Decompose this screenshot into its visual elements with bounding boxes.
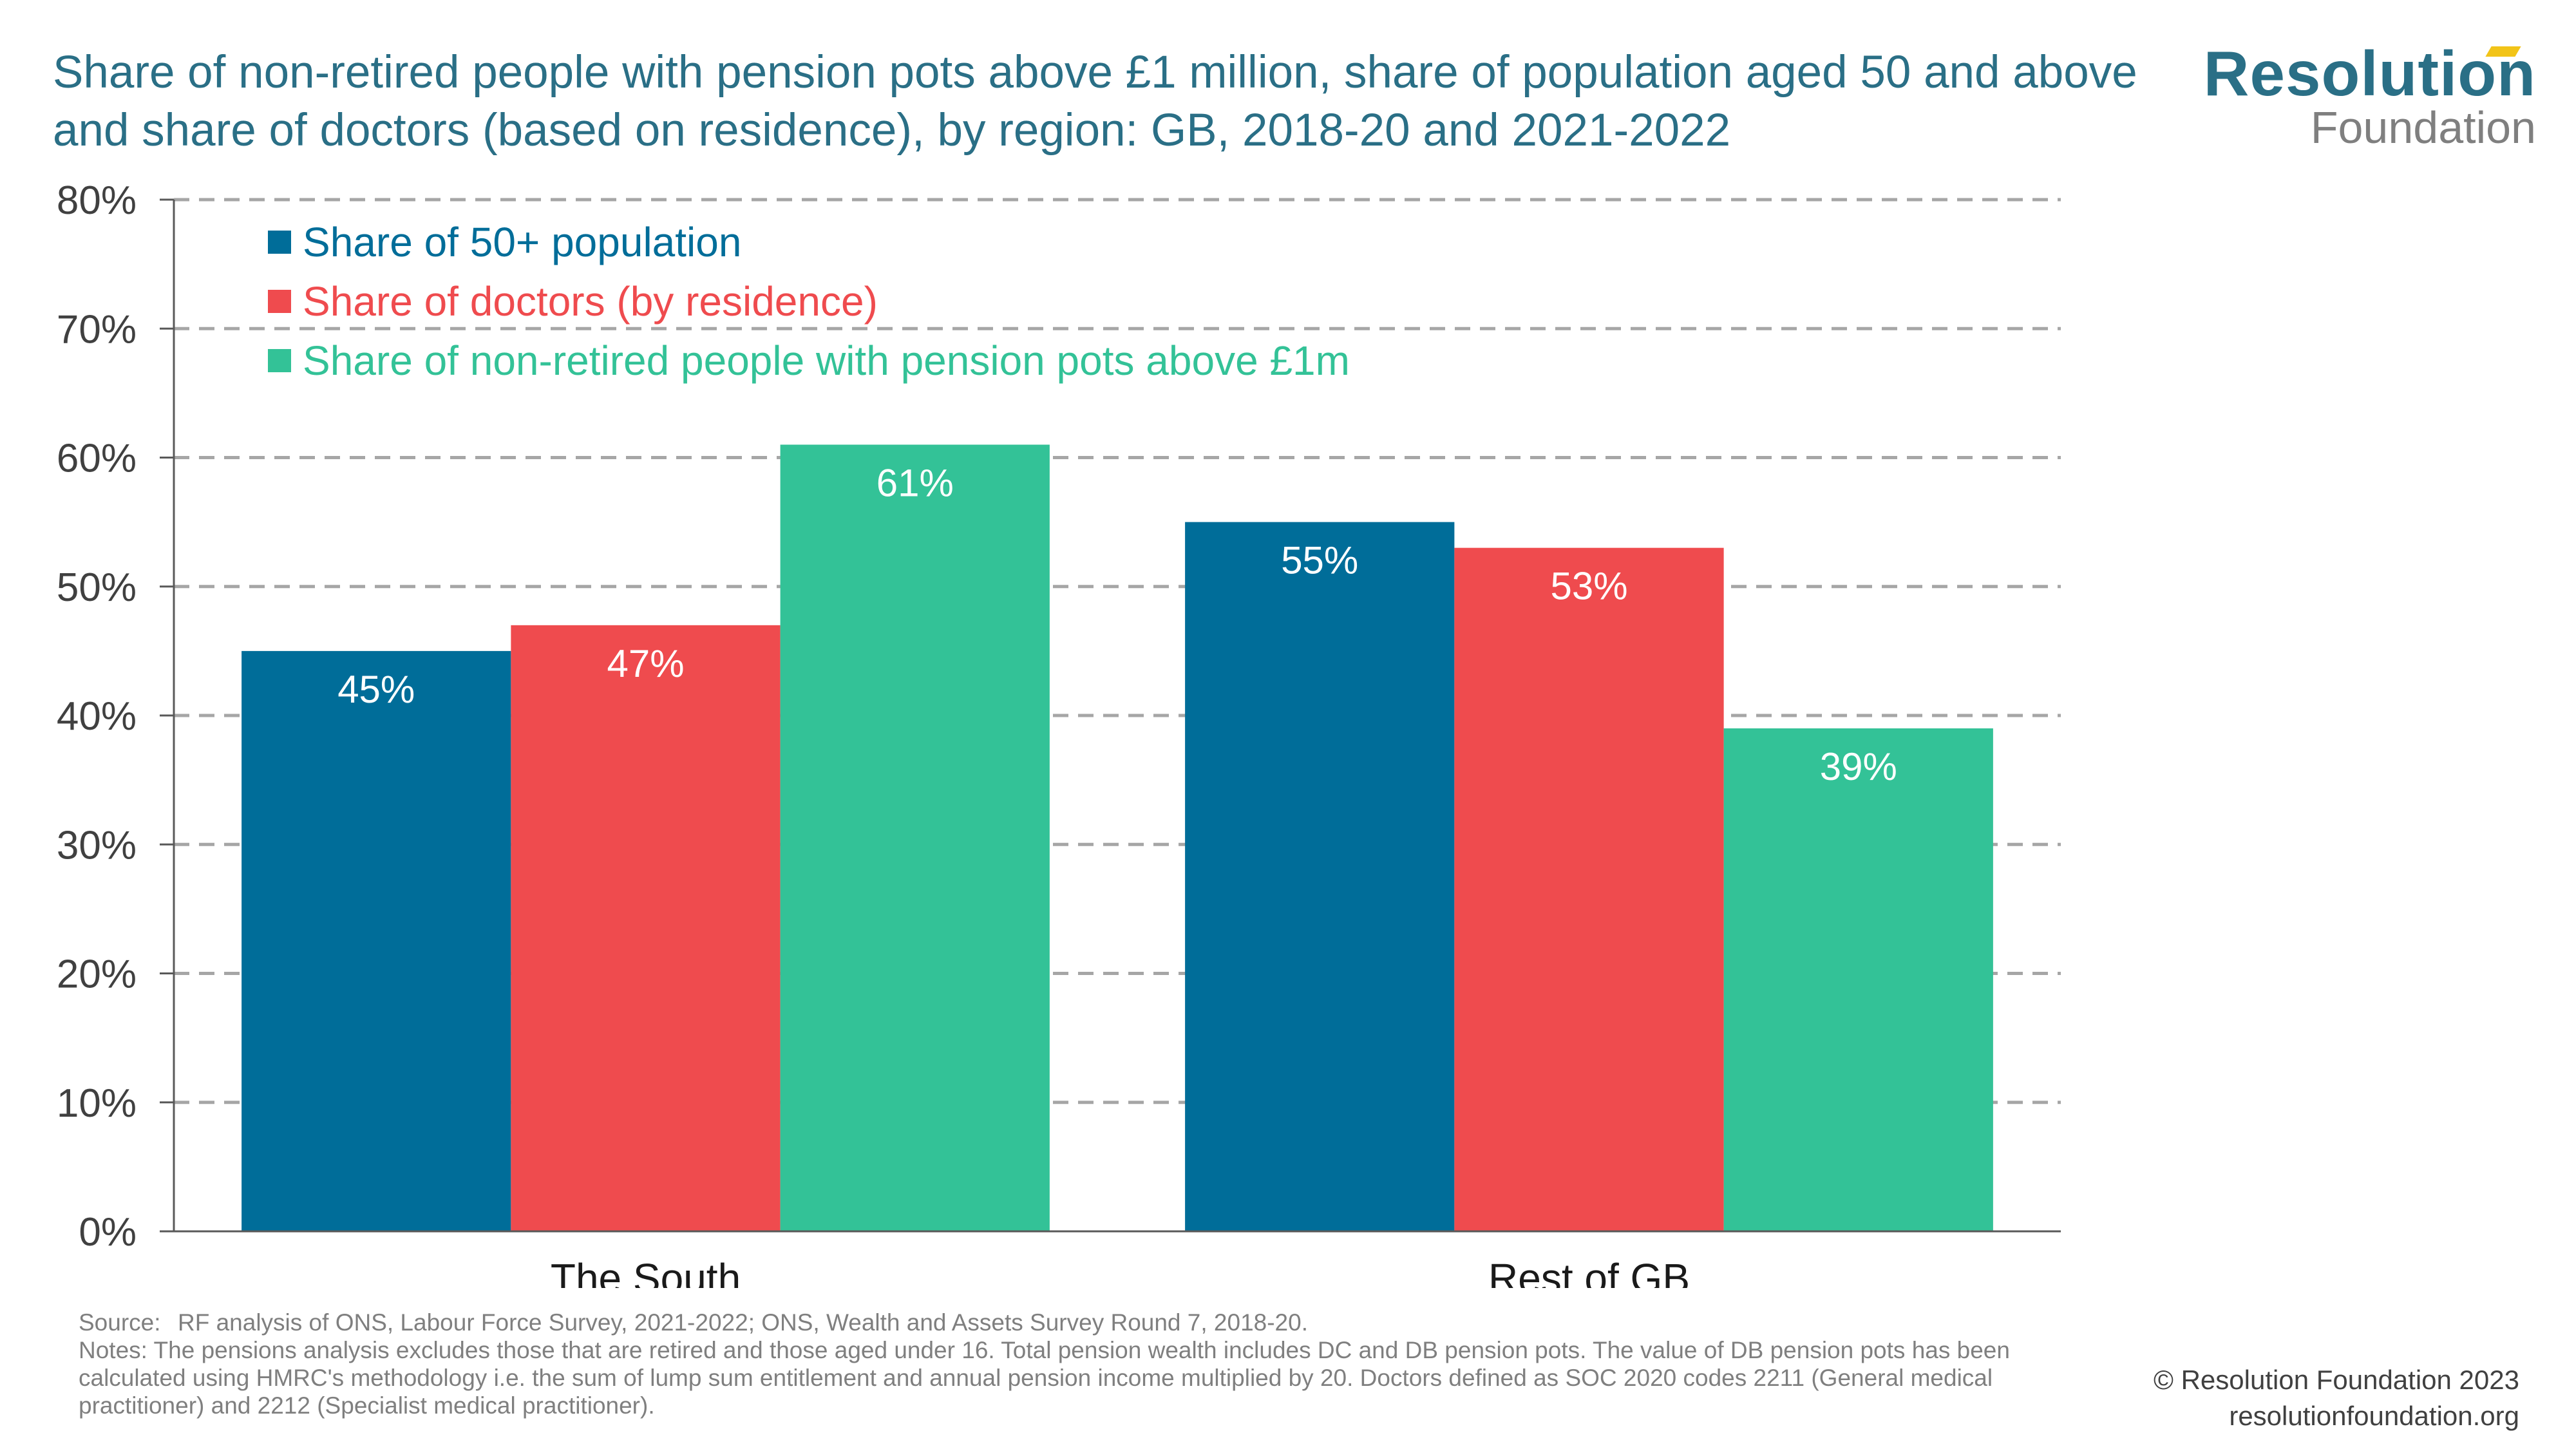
- legend-label: Share of doctors (by residence): [303, 278, 878, 325]
- legend-label: Share of non-retired people with pension…: [303, 337, 1350, 384]
- bar-chart: 0% 10% 20% 30% 40% 50% 60% 70% 80% 45% 47% 61% The S…: [57, 178, 2061, 1288]
- legend-swatch: [268, 349, 291, 372]
- bar: [1185, 522, 1455, 1231]
- y-tick-label: 40%: [57, 694, 137, 739]
- data-label: 55%: [1281, 539, 1358, 582]
- legend-item: Share of doctors (by residence): [268, 272, 1350, 331]
- data-label: 45%: [337, 668, 415, 711]
- bar: [242, 650, 511, 1231]
- logo-main-text: Resolution: [2203, 38, 2536, 109]
- chart-notes: Source: RF analysis of ONS, Labour Force …: [79, 1309, 2107, 1419]
- legend-swatch: [268, 231, 291, 254]
- legend-item: Share of 50+ population: [268, 213, 1350, 272]
- legend-item: Share of non-retired people with pension…: [268, 331, 1350, 390]
- copyright-text: © Resolution Foundation 2023: [2153, 1365, 2519, 1395]
- data-label: 61%: [876, 461, 954, 504]
- chart-legend: Share of 50+ population Share of doctors …: [268, 213, 1350, 390]
- bar: [511, 625, 781, 1231]
- chart-title: Share of non-retired people with pension…: [53, 47, 2137, 156]
- legend-swatch: [268, 290, 291, 313]
- source-label: Source:: [79, 1309, 161, 1336]
- bar: [780, 444, 1050, 1231]
- x-category-label: Rest of GB: [1488, 1255, 1690, 1288]
- logo-sub-text: Foundation: [2310, 102, 2536, 153]
- resolution-foundation-logo: Resolution Foundation: [2204, 41, 2536, 153]
- y-tick-label: 10%: [57, 1081, 137, 1126]
- y-tick-label: 60%: [57, 437, 137, 481]
- legend-label: Share of 50+ population: [303, 219, 742, 265]
- footer: © Resolution Foundation 2023 resolutionf…: [2154, 1362, 2519, 1434]
- y-tick-label: 50%: [57, 565, 137, 610]
- y-tick-label: 0%: [79, 1210, 137, 1255]
- y-tick-label: 20%: [57, 952, 137, 997]
- source-line: Source: RF analysis of ONS, Labour Force …: [79, 1309, 2107, 1336]
- bar: [1454, 547, 1724, 1231]
- y-tick-label: 80%: [57, 178, 137, 223]
- data-label: 47%: [607, 642, 684, 685]
- website-link[interactable]: resolutionfoundation.org: [2229, 1401, 2519, 1431]
- bar: [1723, 728, 1993, 1231]
- data-label: 39%: [1820, 745, 1897, 788]
- data-label: 53%: [1550, 565, 1627, 608]
- notes-text: Notes: The pensions analysis excludes th…: [79, 1337, 2010, 1419]
- source-text: RF analysis of ONS, Labour Force Survey,…: [178, 1309, 1308, 1336]
- y-tick-label: 30%: [57, 823, 137, 867]
- x-category-label: The South: [551, 1255, 741, 1288]
- y-tick-label: 70%: [57, 307, 137, 352]
